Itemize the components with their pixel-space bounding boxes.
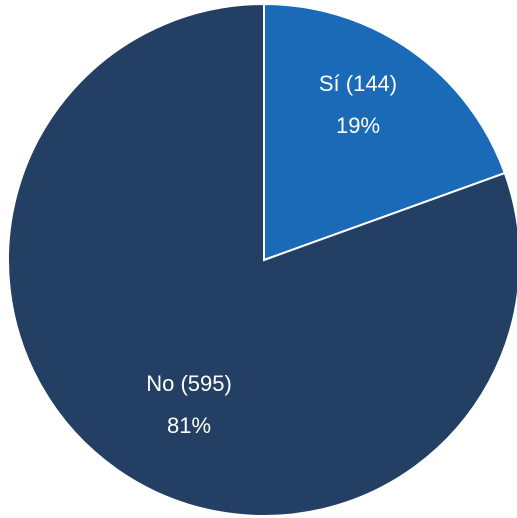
pie-slice-no	[7, 2, 517, 517]
pie-slice-si	[263, 2, 507, 262]
pie-slices	[7, 2, 517, 517]
slice-label-no-name: No (595)	[146, 371, 232, 396]
slice-label-si-percent: 19%	[336, 113, 380, 138]
slice-label-si-name: Sí (144)	[319, 71, 397, 96]
slice-label-no-percent: 81%	[167, 413, 211, 438]
